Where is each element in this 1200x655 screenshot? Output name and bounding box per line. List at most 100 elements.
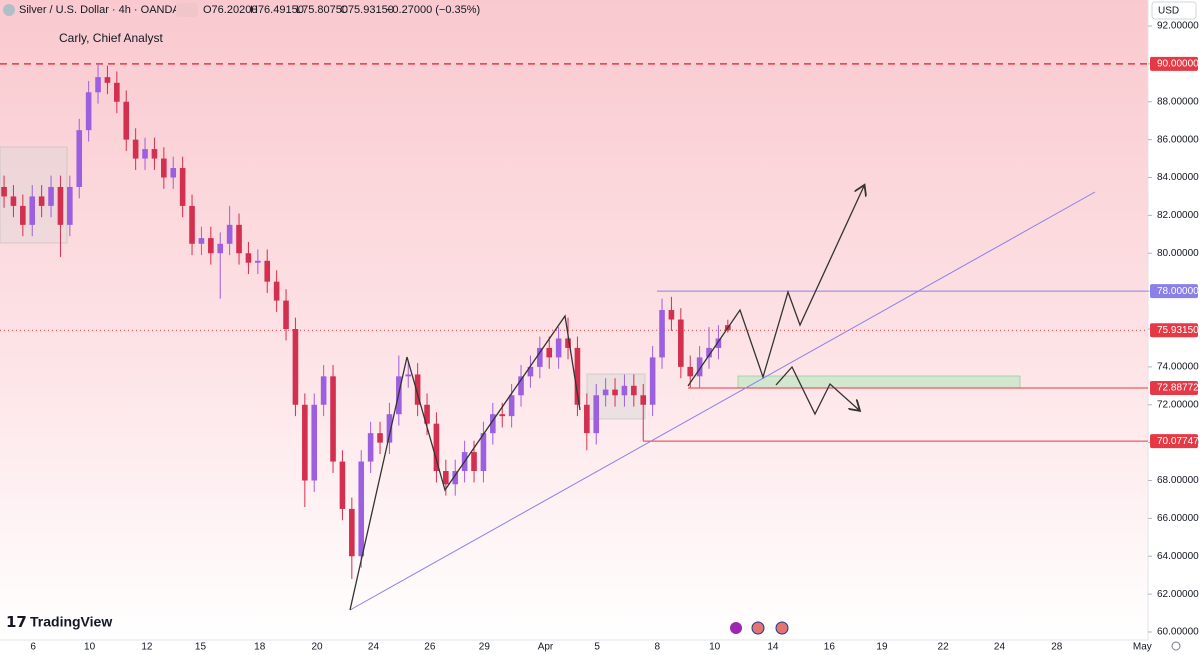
y-tick-label: 86.00000 — [1157, 134, 1199, 145]
price-label: 78.00000 — [1157, 286, 1199, 297]
price-label-box — [1150, 56, 1198, 71]
candle-body — [696, 357, 703, 377]
y-tick-label: 72.00000 — [1157, 399, 1199, 410]
candle-body — [236, 224, 242, 254]
price-label-box — [1150, 323, 1198, 338]
candle-body — [443, 471, 449, 485]
candle-body — [546, 347, 553, 358]
candle-body — [706, 347, 712, 358]
x-tick-label: Apr — [538, 642, 554, 653]
candle-body — [518, 376, 524, 396]
candle-body — [245, 253, 252, 263]
candle-body — [104, 77, 111, 83]
candle-body — [20, 205, 26, 225]
candle-body — [179, 168, 186, 206]
candle-body — [208, 238, 214, 254]
ohlc-change: −0.27000 (−0.35%) — [386, 4, 480, 16]
candle-body — [226, 224, 233, 244]
candle-body — [273, 281, 280, 301]
y-tick-label: 60.00000 — [1157, 627, 1199, 638]
event-icon[interactable] — [751, 621, 765, 635]
price-label: 72.88772 — [1157, 383, 1199, 394]
candle-body — [95, 77, 101, 93]
y-tick-label: 62.00000 — [1157, 589, 1199, 600]
candle-body — [38, 196, 45, 206]
symbol-title: Silver / U.S. Dollar · 4h · OANDA — [19, 4, 180, 16]
candle-body — [114, 82, 120, 102]
candle-body — [631, 385, 637, 396]
x-tick-label: 10 — [709, 642, 721, 653]
currency-button[interactable] — [1151, 1, 1197, 20]
price-label-box — [1150, 434, 1198, 449]
candle-body — [574, 347, 581, 405]
candle-body — [1, 186, 7, 197]
candle-body — [85, 92, 92, 131]
x-tick-label: May — [1133, 642, 1152, 653]
event-icon[interactable] — [730, 622, 742, 634]
bullish-path — [687, 186, 864, 387]
x-tick-label: 24 — [994, 642, 1006, 653]
candle-body — [527, 366, 534, 377]
ohlc-open: O76.20200 — [203, 4, 257, 16]
x-tick-label: 6 — [30, 642, 36, 653]
candle-body — [330, 376, 336, 462]
candle-body — [358, 461, 365, 557]
candle-body — [367, 433, 374, 462]
candle-body — [320, 376, 327, 405]
settings-icon[interactable] — [1171, 641, 1181, 651]
candle-body — [123, 101, 130, 140]
price-label: 70.07747 — [1157, 436, 1199, 447]
compare-button[interactable] — [176, 3, 198, 17]
x-tick-label: 5 — [594, 642, 600, 653]
x-tick-label: 19 — [876, 642, 888, 653]
candle-body — [414, 374, 421, 405]
candle-body — [433, 423, 440, 472]
x-tick-label: 8 — [655, 642, 661, 653]
x-tick-label: 22 — [938, 642, 950, 653]
price-label-box — [1150, 284, 1198, 299]
candle-body — [29, 196, 36, 225]
candle-body — [537, 347, 543, 367]
candle-body — [76, 130, 83, 187]
candle-body — [67, 186, 73, 225]
candle-body — [405, 374, 412, 377]
candle-body — [452, 471, 459, 485]
candle-body — [471, 452, 477, 472]
candle-body — [339, 461, 346, 509]
candle-body — [499, 414, 506, 417]
candle-body — [678, 319, 684, 367]
ohlc-low: L75.80750 — [296, 4, 348, 16]
candle-body — [649, 357, 656, 405]
candle-body — [621, 385, 628, 396]
y-tick-label: 66.00000 — [1157, 513, 1199, 524]
candle-body — [255, 260, 261, 263]
x-tick-label: 28 — [1051, 642, 1063, 653]
candle-body — [283, 300, 289, 329]
y-tick-label: 88.00000 — [1157, 96, 1199, 107]
price-label: 75.93150 — [1157, 325, 1199, 336]
candle-body — [593, 395, 600, 434]
candle-body — [612, 389, 618, 396]
y-tick-label: 68.00000 — [1157, 475, 1199, 486]
candle-body — [142, 149, 148, 159]
analyst-note: Carly, Chief Analyst — [59, 31, 163, 45]
candle-body — [302, 404, 308, 481]
ohlc-high: H76.49150 — [250, 4, 304, 16]
candle-body — [640, 395, 647, 405]
y-tick-label: 84.00000 — [1157, 172, 1199, 183]
candle-body — [151, 149, 158, 159]
candle-body — [602, 389, 609, 396]
event-icon[interactable] — [775, 621, 789, 635]
candle-body — [715, 338, 722, 348]
candle-body — [57, 186, 64, 225]
candle-body — [386, 414, 393, 443]
price-label-box — [1150, 380, 1198, 395]
candle-body — [377, 433, 383, 443]
ohlc-close: C75.93150 — [340, 4, 394, 16]
candle-body — [189, 205, 195, 244]
price-label: 90.00000 — [1157, 59, 1199, 70]
y-tick-label: 74.00000 — [1157, 362, 1199, 373]
candle-body — [555, 338, 562, 358]
demand-zone — [737, 375, 1021, 389]
